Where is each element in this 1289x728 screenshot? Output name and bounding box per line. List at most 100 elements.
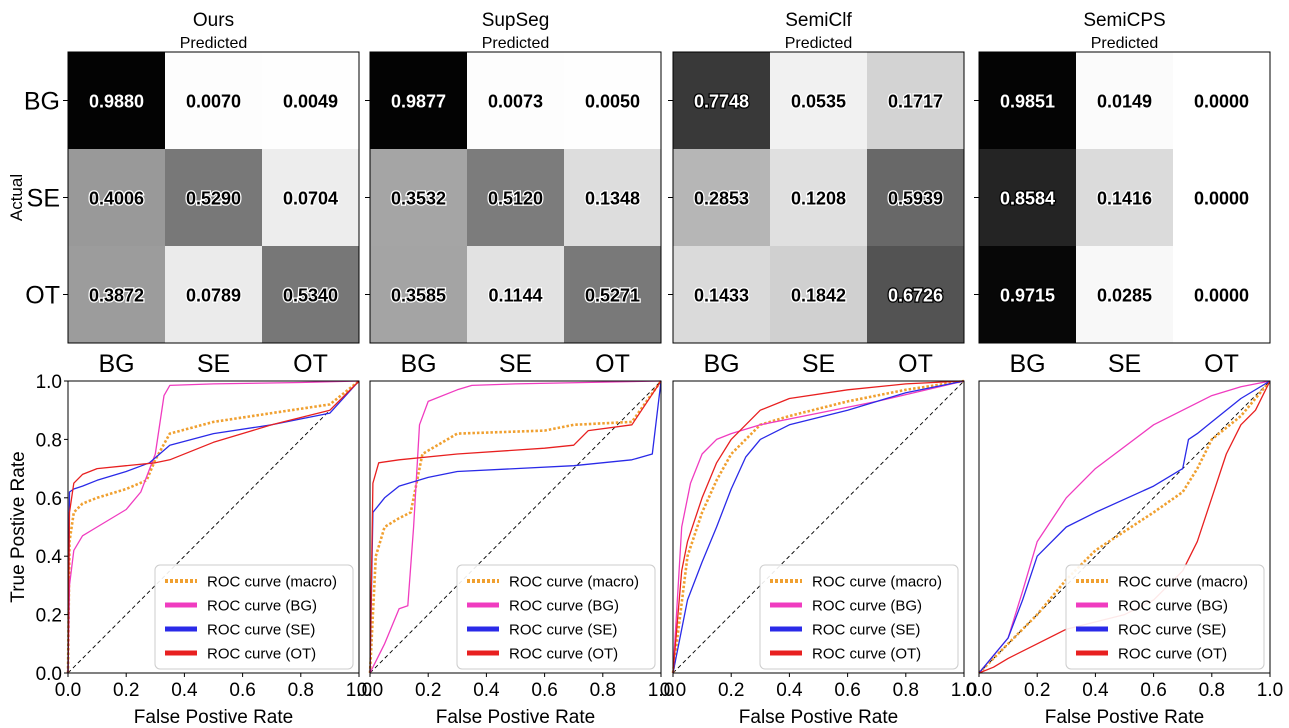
- cm-title: SemiCPS: [1083, 10, 1165, 31]
- x-tick-label: 0.8: [1199, 680, 1225, 701]
- y-tick-label: 0.4: [36, 547, 63, 568]
- cm-col-label: BG: [703, 350, 739, 378]
- cm-cell-label: 0.0000: [1194, 189, 1249, 209]
- cm-cell-label: 0.0070: [186, 92, 241, 112]
- cm-cell-label: 0.0049: [283, 92, 338, 112]
- legend: ROC curve (macro)ROC curve (BG)ROC curve…: [760, 565, 958, 669]
- roc-panel-2: 0.0 0.2 0.4 0.6 0.8 1.0 False Postive Rate ROC …: [660, 381, 977, 728]
- roc-panel-0: 0.0 0.2 0.4 0.6 0.8 1.0 False Postive Rate 0.0 0…: [8, 372, 372, 728]
- legend: ROC curve (macro) ROC curve (BG) ROC curve…: [155, 565, 353, 669]
- legend-label-macro: ROC curve (macro): [207, 574, 337, 591]
- legend-label-bg: ROC curve (BG): [509, 598, 619, 615]
- cm-title: Ours: [193, 10, 234, 31]
- cm-cell-label: 0.0285: [1097, 286, 1152, 306]
- y-tick-label: 0.0: [36, 664, 62, 685]
- x-tick-label: 0.0: [357, 680, 383, 701]
- cm-col-label: SE: [1108, 350, 1141, 378]
- x-tick-label: 0.8: [893, 680, 919, 701]
- cm-xlabel: Predicted: [785, 35, 853, 52]
- cm-row-label: BG: [24, 88, 60, 116]
- cm-cell-label: 0.0073: [488, 92, 543, 112]
- y-tick-label: 0.2: [36, 606, 62, 627]
- cm-cell-label: 0.1433: [694, 286, 749, 306]
- cm-cell-label: 0.9877: [391, 92, 446, 112]
- x-tick-label: 0.8: [590, 680, 616, 701]
- legend: ROC curve (macro) ROC curve (BG) ROC curve…: [457, 565, 655, 669]
- cm-title: SupSeg: [482, 10, 550, 31]
- x-tick-label: 0.6: [229, 680, 255, 701]
- y-axis-label: True Postive Rate: [8, 451, 29, 602]
- cm-cell-label: 0.0000: [1194, 286, 1249, 306]
- x-tick-label: 0.2: [415, 680, 441, 701]
- legend-label-macro: ROC curve (macro): [509, 574, 639, 591]
- cm-ylabel: Actual: [7, 174, 26, 221]
- cm-col-label: OT: [1204, 350, 1239, 378]
- x-axis-label: False Postive Rate: [1045, 707, 1204, 728]
- cm-cell-label: 0.1416: [1097, 189, 1152, 209]
- x-axis-label: False Postive Rate: [134, 707, 293, 728]
- x-tick-label: 0.4: [473, 680, 500, 701]
- cm-cell-label: 0.0789: [186, 286, 241, 306]
- cm-cell-label: 0.9851: [1000, 92, 1055, 112]
- x-tick-label: 0.4: [1082, 680, 1109, 701]
- cm-cell-label: 0.0149: [1097, 92, 1152, 112]
- cm-panel-2: SemiClf Predicted 0.7748 0.0535 0.1717 0.2853…: [668, 10, 965, 378]
- cm-col-label: SE: [197, 350, 230, 378]
- legend-label-se: ROC curve (SE): [509, 622, 617, 639]
- legend-label-bg: ROC curve (BG): [1118, 598, 1228, 615]
- cm-cell-label: 0.1348: [585, 189, 640, 209]
- cm-cell-label: 0.3585: [391, 286, 446, 306]
- cm-cell-label: 0.2853: [694, 189, 749, 209]
- cm-xlabel: Predicted: [180, 35, 248, 52]
- y-tick-label: 1.0: [36, 372, 62, 393]
- cm-row-label: SE: [27, 185, 60, 213]
- cm-cell-label: 0.0000: [1194, 92, 1249, 112]
- x-tick-label: 0.4: [776, 680, 803, 701]
- cm-col-label: BG: [400, 350, 436, 378]
- cm-cell-label: 0.1717: [888, 92, 943, 112]
- cm-cell-label: 0.0050: [585, 92, 640, 112]
- legend-label-ot: ROC curve (OT): [207, 646, 316, 663]
- cm-col-label: BG: [98, 350, 134, 378]
- cm-cell-label: 0.6726: [888, 286, 943, 306]
- legend-label-bg: ROC curve (BG): [812, 598, 922, 615]
- legend-label-bg: ROC curve (BG): [207, 598, 317, 615]
- cm-col-label: SE: [802, 350, 835, 378]
- y-tick-label: 0.8: [36, 430, 62, 451]
- cm-col-label: OT: [595, 350, 630, 378]
- x-tick-label: 0.0: [966, 680, 992, 701]
- cm-cell-label: 0.1842: [791, 286, 846, 306]
- cm-cell-label: 0.1208: [791, 189, 846, 209]
- cm-cell-label: 0.3872: [89, 286, 144, 306]
- legend-label-se: ROC curve (SE): [812, 622, 920, 639]
- legend-label-se: ROC curve (SE): [1118, 622, 1226, 639]
- cm-cell-label: 0.9715: [1000, 286, 1055, 306]
- cm-row-label: OT: [25, 282, 60, 310]
- x-tick-label: 0.0: [660, 680, 686, 701]
- cm-cell-label: 0.5271: [585, 286, 640, 306]
- cm-panel-3: SemiCPSPredicted0.9851 0.0149 0.00000.8584…: [974, 10, 1271, 378]
- x-tick-label: 0.2: [113, 680, 139, 701]
- cm-cell-label: 0.5120: [488, 189, 543, 209]
- cm-cell-label: 0.0704: [283, 189, 338, 209]
- y-tick-label: 0.6: [36, 489, 62, 510]
- cm-cell-label: 0.9880: [89, 92, 144, 112]
- cm-cell-label: 0.4006: [89, 189, 144, 209]
- cm-col-label: OT: [293, 350, 328, 378]
- legend-label-ot: ROC curve (OT): [1118, 646, 1227, 663]
- roc-panel-1: 0.0 0.2 0.4 0.6 0.8 1.0 False Postive Rate ROC …: [357, 381, 674, 728]
- x-tick-label: 0.8: [288, 680, 314, 701]
- x-tick-label: 0.2: [718, 680, 744, 701]
- x-tick-label: 0.6: [834, 680, 860, 701]
- cm-title: SemiClf: [785, 10, 852, 31]
- cm-xlabel: Predicted: [482, 35, 550, 52]
- x-tick-label: 0.2: [1024, 680, 1050, 701]
- cm-col-label: SE: [499, 350, 532, 378]
- legend: ROC curve (macro) ROC curve (BG) ROC curve…: [1066, 565, 1264, 669]
- legend-label-macro: ROC curve (macro): [1118, 574, 1248, 591]
- x-tick-label: 0.6: [1140, 680, 1166, 701]
- cm-cell-label: 0.5290: [186, 189, 241, 209]
- roc-panel-3: 0.0 0.2 0.4 0.6 0.8 1.0 False Postive Rate ROC …: [966, 381, 1283, 728]
- legend-label-se: ROC curve (SE): [207, 622, 315, 639]
